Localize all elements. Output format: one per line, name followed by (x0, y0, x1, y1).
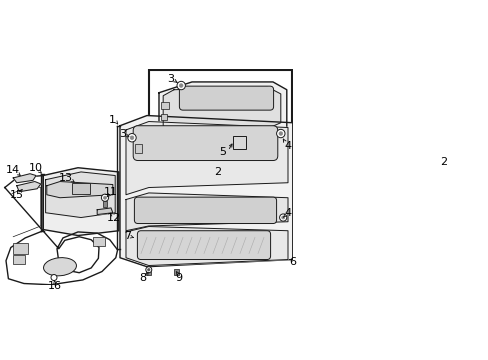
Circle shape (279, 214, 286, 221)
Bar (232, 136, 245, 149)
Bar (13, 243, 28, 253)
FancyBboxPatch shape (134, 197, 276, 224)
FancyBboxPatch shape (137, 231, 270, 260)
Text: 14: 14 (6, 165, 20, 175)
Circle shape (147, 269, 150, 271)
Text: 3: 3 (167, 74, 174, 84)
Circle shape (127, 134, 136, 142)
Circle shape (279, 132, 282, 135)
Bar (161, 127, 169, 134)
Bar (103, 201, 106, 207)
Text: 13: 13 (59, 173, 73, 183)
Text: 2: 2 (440, 157, 447, 167)
Text: 10: 10 (29, 163, 43, 173)
Bar (174, 269, 179, 275)
Bar (161, 140, 171, 149)
Polygon shape (17, 181, 41, 192)
Circle shape (179, 84, 183, 87)
Polygon shape (159, 82, 286, 158)
Text: 7: 7 (123, 230, 130, 240)
Circle shape (103, 196, 106, 199)
Bar (161, 102, 169, 109)
Text: 16: 16 (48, 281, 62, 291)
FancyBboxPatch shape (179, 86, 273, 110)
Polygon shape (97, 208, 113, 215)
Polygon shape (126, 193, 287, 231)
Text: 12: 12 (107, 212, 121, 222)
Text: 4: 4 (284, 140, 291, 150)
Bar (135, 144, 142, 153)
Text: 15: 15 (10, 190, 24, 200)
Polygon shape (47, 181, 113, 198)
Polygon shape (43, 168, 119, 235)
Bar (13, 255, 25, 264)
Polygon shape (126, 122, 287, 195)
Circle shape (145, 267, 151, 273)
Polygon shape (120, 116, 292, 267)
Text: 4: 4 (284, 208, 291, 218)
Text: 2: 2 (214, 167, 221, 177)
Polygon shape (126, 226, 287, 266)
Text: 5: 5 (219, 147, 225, 157)
Bar (93, 237, 105, 246)
Polygon shape (13, 174, 36, 183)
Bar (148, 70, 292, 168)
Text: 6: 6 (289, 257, 296, 267)
Circle shape (51, 275, 57, 280)
Circle shape (101, 194, 108, 201)
Polygon shape (45, 172, 115, 217)
Bar (185, 132, 193, 140)
Bar (146, 271, 151, 275)
Text: 1: 1 (109, 115, 116, 125)
Circle shape (276, 129, 285, 138)
Text: 3: 3 (119, 129, 126, 139)
Text: 9: 9 (175, 273, 182, 283)
Circle shape (130, 136, 134, 140)
Circle shape (177, 81, 185, 90)
FancyBboxPatch shape (133, 126, 277, 161)
Bar (161, 114, 166, 120)
Ellipse shape (43, 258, 76, 276)
Text: 11: 11 (104, 187, 118, 197)
Bar (72, 183, 90, 194)
Polygon shape (163, 87, 280, 132)
Circle shape (281, 216, 284, 219)
Text: 8: 8 (139, 273, 146, 283)
